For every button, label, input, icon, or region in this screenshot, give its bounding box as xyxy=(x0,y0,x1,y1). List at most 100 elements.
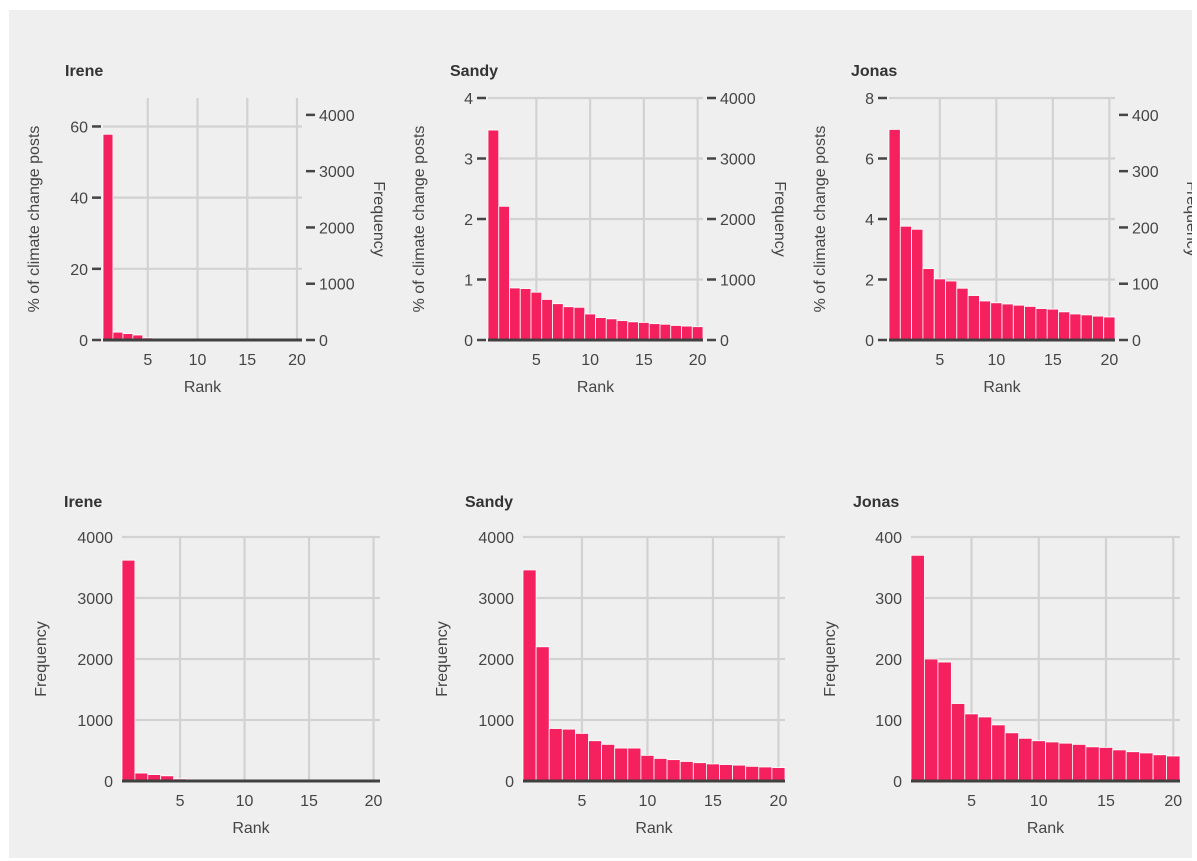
x-tick-label: 5 xyxy=(143,352,152,369)
y-tick-label: 4000 xyxy=(77,530,113,547)
y2-axis-title: Frequency xyxy=(771,181,788,257)
y2-tick-label: 3000 xyxy=(720,152,756,169)
bar-rank-18 xyxy=(745,765,760,782)
x-tick-label: 20 xyxy=(770,793,788,810)
y2-tick-label: 2000 xyxy=(720,212,756,229)
y2-tick-label: 100 xyxy=(1132,277,1159,294)
y-tick-label: 1 xyxy=(464,273,473,290)
y2-tick-label: 4000 xyxy=(319,108,355,125)
bars xyxy=(487,129,704,341)
y-tick-label: 4000 xyxy=(478,530,514,547)
panel-title: Sandy xyxy=(450,63,498,80)
bar-rank-15 xyxy=(1046,308,1059,341)
x-tick-label: 10 xyxy=(236,793,254,810)
bar-rank-5 xyxy=(530,291,543,341)
y-tick-label: 8 xyxy=(865,91,874,108)
bar-rank-10 xyxy=(640,754,655,782)
bar-rank-7 xyxy=(552,303,564,341)
bar-rank-2 xyxy=(924,658,939,782)
x-axis-title: Rank xyxy=(232,820,270,837)
bar-rank-3 xyxy=(548,728,563,782)
bar-rank-3 xyxy=(911,228,924,341)
bars xyxy=(910,554,1181,782)
bar-rank-19 xyxy=(1152,754,1167,782)
y2-tick-label: 0 xyxy=(720,333,729,350)
y-tick-label: 2000 xyxy=(478,652,514,669)
bar-rank-12 xyxy=(1058,742,1073,782)
bar-rank-5 xyxy=(933,278,946,341)
bar-rank-2 xyxy=(899,225,912,341)
bar-rank-6 xyxy=(541,299,553,341)
bar-rank-9 xyxy=(979,300,992,341)
bar-rank-10 xyxy=(990,302,1003,341)
y-tick-label: 60 xyxy=(70,119,88,136)
bar-rank-19 xyxy=(681,325,693,341)
bar-rank-9 xyxy=(1018,737,1033,782)
bar-rank-8 xyxy=(614,747,629,782)
bar-rank-16 xyxy=(1058,311,1071,341)
y-tick-label: 0 xyxy=(464,333,473,350)
panel-title: Sandy xyxy=(465,494,513,511)
bar-rank-20 xyxy=(771,767,786,782)
bar-rank-19 xyxy=(758,766,773,782)
y-axis-title: Frequency xyxy=(33,621,50,697)
x-axis-title: Rank xyxy=(1027,820,1065,837)
x-axis-title: Rank xyxy=(983,379,1021,396)
y-tick-label: 2 xyxy=(464,212,473,229)
y-tick-label: 0 xyxy=(893,774,902,791)
bar-rank-11 xyxy=(653,758,668,782)
bar-rank-6 xyxy=(977,716,993,782)
bar-rank-10 xyxy=(584,313,596,341)
y-tick-label: 400 xyxy=(875,530,902,547)
y-axis-title: % of climate change posts xyxy=(26,126,43,313)
chart-canvas: 5 10 15 20020406001000200030004000Frequency… xyxy=(26,63,1192,837)
panel-title: Irene xyxy=(64,494,102,511)
y2-tick-label: 3000 xyxy=(319,164,355,181)
y-tick-label: 0 xyxy=(505,774,514,791)
bar-rank-3 xyxy=(937,661,952,782)
y2-tick-label: 0 xyxy=(1132,333,1141,350)
x-tick-label: 15 xyxy=(1044,352,1062,369)
bar-rank-12 xyxy=(666,759,681,782)
figure: 5 10 15 20 0 20 40 60 0 1000 2000 3000 4000 Frequency… xyxy=(9,10,1192,858)
y-tick-label: 300 xyxy=(875,591,902,608)
x-tick-label: 5 xyxy=(176,793,185,810)
bar-rank-4 xyxy=(519,288,532,341)
bar-rank-20 xyxy=(1166,755,1181,782)
x-tick-label: 15 xyxy=(635,352,653,369)
x-tick-label: 20 xyxy=(689,352,707,369)
bar-rank-11 xyxy=(1045,741,1060,782)
bar-rank-15 xyxy=(638,322,650,341)
bar-rank-6 xyxy=(588,740,603,782)
y2-axis-title: Frequency xyxy=(1183,181,1192,257)
y-axis-title: Frequency xyxy=(822,621,839,697)
panel-top-sandy: 5 10 15 20 0 1 2 3 4 0 1000 2000 3000 4000 Frequency Ra… xyxy=(411,63,788,396)
x-tick-label: 20 xyxy=(288,352,306,369)
y-tick-label: 20 xyxy=(70,262,88,279)
y-tick-label: 2000 xyxy=(77,652,113,669)
bar-rank-17 xyxy=(1069,313,1082,341)
bar-rank-1 xyxy=(888,129,901,341)
bars xyxy=(888,129,1116,341)
x-axis-title: Rank xyxy=(635,820,673,837)
y-tick-label: 1000 xyxy=(478,713,514,730)
bar-rank-15 xyxy=(706,763,720,782)
y2-tick-label: 1000 xyxy=(720,273,756,290)
y-axis-title: % of climate change posts xyxy=(812,126,829,313)
gridlines xyxy=(122,535,380,781)
bar-rank-11 xyxy=(595,317,607,341)
gridlines xyxy=(889,96,1115,340)
bar-rank-18 xyxy=(1139,752,1154,782)
x-tick-label: 15 xyxy=(1097,793,1115,810)
bar-rank-12 xyxy=(1012,304,1025,341)
bar-rank-5 xyxy=(964,713,979,782)
y2-tick-label: 300 xyxy=(1132,164,1159,181)
bar-rank-11 xyxy=(1001,303,1014,341)
y-tick-label: 100 xyxy=(875,713,902,730)
bar-rank-19 xyxy=(1092,315,1105,341)
bar-rank-3 xyxy=(509,287,521,341)
y-tick-label: 200 xyxy=(875,652,902,669)
y2-tick-label: 0 xyxy=(319,333,328,350)
bar-rank-14 xyxy=(627,321,639,341)
bars xyxy=(102,133,303,341)
